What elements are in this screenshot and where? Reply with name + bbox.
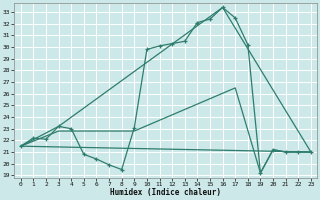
X-axis label: Humidex (Indice chaleur): Humidex (Indice chaleur) — [110, 188, 221, 197]
